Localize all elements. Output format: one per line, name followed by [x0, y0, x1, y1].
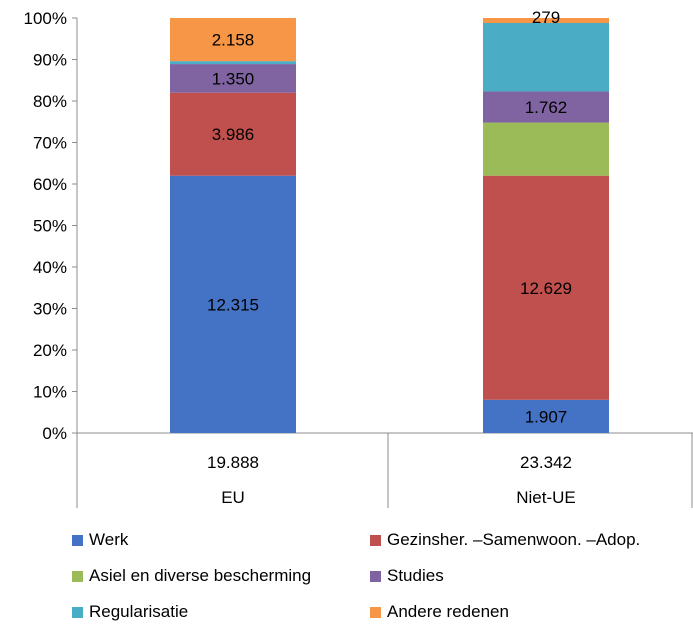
- x-category-label: Niet-UE: [516, 488, 576, 507]
- data-label: 12.629: [520, 279, 572, 298]
- chart-axes: 0% 10% 20% 30% 40% 50% 60% 70% 80% 90% 100%: [24, 9, 693, 508]
- bar-segment: [483, 399, 609, 433]
- data-label: 1.350: [212, 69, 255, 88]
- category-total: 19.888: [207, 453, 259, 472]
- legend-item: Asiel en diverse bescherming: [72, 566, 311, 586]
- legend-swatch: [72, 606, 83, 618]
- x-category-label: EU: [221, 488, 245, 507]
- legend-label: Werk: [89, 530, 129, 549]
- stacked-bar-chart: 0% 10% 20% 30% 40% 50% 60% 70% 80% 90% 100% 12.315…: [24, 8, 693, 508]
- bar-segment: [170, 175, 296, 433]
- data-label: 1.907: [525, 407, 568, 426]
- bar-segment: [483, 91, 609, 123]
- bar-segment: [483, 18, 609, 23]
- legend-label: Asiel en diverse bescherming: [89, 566, 312, 585]
- legend-label: Regularisatie: [89, 602, 189, 621]
- y-tick-label: 70%: [33, 134, 67, 153]
- bar-segment: [170, 64, 296, 93]
- data-label: 12.315: [207, 295, 259, 314]
- y-tick-label: 80%: [33, 92, 67, 111]
- data-label: 2.158: [212, 31, 255, 50]
- bar-segment: [170, 61, 296, 65]
- y-tick-label: 90%: [33, 51, 67, 70]
- legend-label: Andere redenen: [387, 602, 509, 621]
- chart-labels: 12.315 3.986 1.350 2.158 19.888 EU 1.907 12.629…: [207, 8, 576, 507]
- y-tick-label: 50%: [33, 217, 67, 236]
- legend-item: Gezinsher. –Samenwoon. –Adop.: [370, 530, 640, 550]
- legend-swatch: [370, 534, 381, 546]
- y-tick-label: 30%: [33, 300, 67, 319]
- bar-segment: [483, 22, 609, 92]
- bar-segment: [170, 18, 296, 62]
- legend-label: Studies: [387, 566, 444, 585]
- bar-segment: [483, 122, 609, 176]
- legend-swatch: [72, 570, 83, 582]
- bar-segment: [170, 92, 296, 176]
- data-label: 3.986: [212, 125, 255, 144]
- legend-swatch: [72, 534, 83, 546]
- chart-bars: [170, 18, 609, 433]
- legend-label: Gezinsher. –Samenwoon. –Adop.: [387, 530, 641, 549]
- legend-item: Andere redenen: [370, 602, 509, 622]
- legend-item: Regularisatie: [72, 602, 188, 622]
- bar-segment: [483, 175, 609, 400]
- legend-item: Werk: [72, 530, 128, 550]
- category-total: 23.342: [520, 453, 572, 472]
- y-tick-label: 100%: [24, 9, 67, 28]
- legend-swatch: [370, 606, 381, 618]
- y-tick-label: 20%: [33, 341, 67, 360]
- y-tick-label: 0%: [42, 424, 67, 443]
- y-tick-label: 60%: [33, 175, 67, 194]
- legend-item: Studies: [370, 566, 444, 586]
- y-tick-label: 40%: [33, 258, 67, 277]
- data-label: 1.762: [525, 98, 568, 117]
- y-tick-label: 10%: [33, 383, 67, 402]
- legend-swatch: [370, 570, 381, 582]
- data-label: 279: [532, 8, 560, 27]
